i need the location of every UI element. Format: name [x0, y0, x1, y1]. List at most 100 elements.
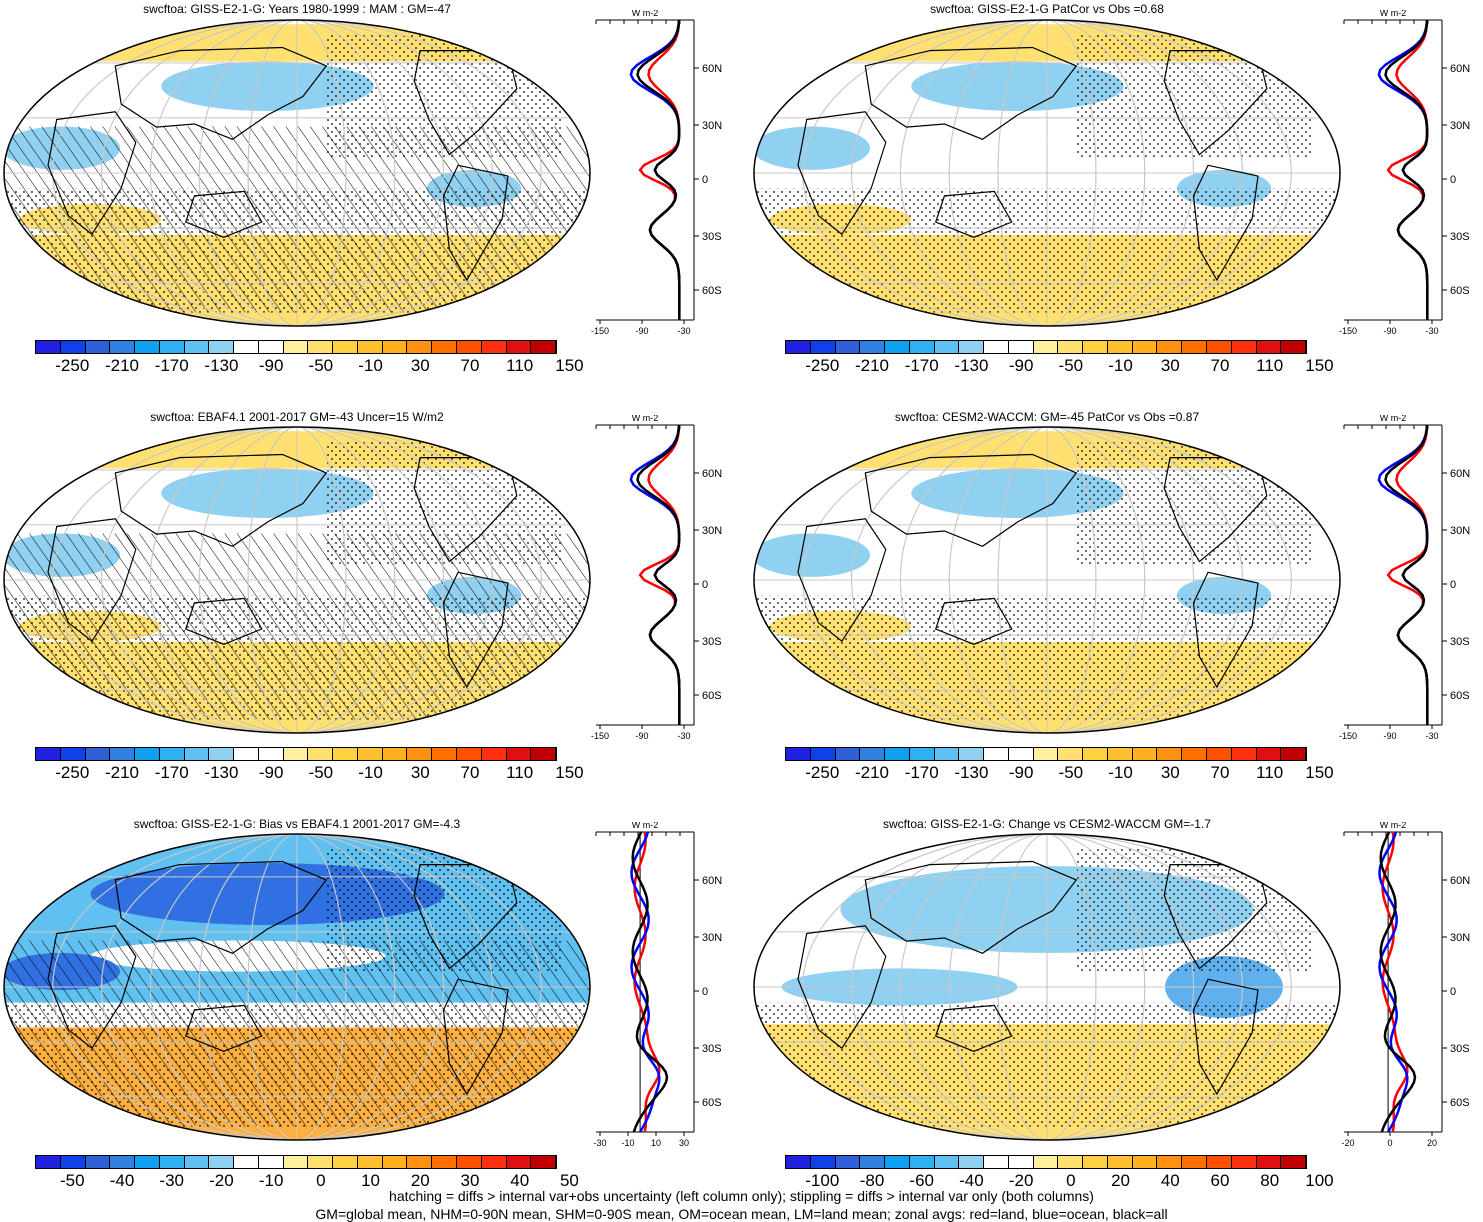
zonal-ytick: 30S	[1450, 636, 1470, 648]
colorbar-cell	[185, 1156, 210, 1168]
colorbar-cell	[860, 748, 885, 760]
colorbar-label: 110	[506, 763, 533, 783]
colorbar-label: 110	[1256, 763, 1283, 783]
colorbar-label: -210	[105, 763, 139, 783]
colorbar-cell	[259, 341, 284, 353]
zonal-ytick: 60N	[1450, 63, 1470, 75]
colorbar-label: 30	[411, 763, 430, 783]
panel-title: swcftoa: CESM2-WACCM: GM=-45 PatCor vs O…	[895, 410, 1199, 424]
zonal-ytick: 0	[702, 174, 708, 186]
colorbar-label: -130	[204, 356, 238, 376]
colorbar-cell	[1232, 341, 1257, 353]
colorbar-label: -170	[905, 356, 939, 376]
colorbar-cell	[185, 748, 210, 760]
colorbar-cell	[457, 341, 482, 353]
colorbar-label: 150	[1305, 356, 1333, 376]
colorbar-cell	[234, 748, 259, 760]
colorbar-cell	[860, 1156, 885, 1168]
colorbar-cell	[935, 341, 960, 353]
colorbar-label: -210	[855, 356, 889, 376]
colorbar-cell	[358, 1156, 383, 1168]
colorbar-cell	[432, 748, 457, 760]
colorbar-cell	[531, 748, 556, 760]
zonal-ytick: 60S	[1450, 1097, 1470, 1109]
colorbar	[785, 747, 1307, 761]
colorbar-cell	[308, 341, 333, 353]
zonal-xtick: -30	[677, 326, 690, 336]
colorbar-label: 70	[461, 763, 480, 783]
zonal-ytick: 60N	[1450, 468, 1470, 480]
colorbar-cell	[135, 748, 160, 760]
colorbar-cell	[407, 1156, 432, 1168]
zonal-all-line	[638, 20, 680, 320]
zonal-xtick: 0	[1387, 1138, 1392, 1148]
colorbar-cell	[1058, 341, 1083, 353]
world-map	[2, 832, 592, 1142]
colorbar-label: -250	[805, 356, 839, 376]
colorbar-label: -210	[855, 763, 889, 783]
colorbar-cell	[786, 341, 811, 353]
zonal-ytick: 0	[702, 579, 708, 591]
colorbar-label: 150	[555, 763, 583, 783]
colorbar-label: -170	[155, 763, 189, 783]
colorbar	[785, 340, 1307, 354]
zonal-ytick: 30S	[702, 636, 722, 648]
colorbar-cell	[259, 748, 284, 760]
zonal-xtick: -30	[1425, 731, 1438, 741]
colorbar-cell	[1281, 748, 1306, 760]
colorbar-cell	[160, 748, 185, 760]
colorbar-cell	[482, 341, 507, 353]
colorbar-cell	[209, 1156, 234, 1168]
colorbar-cell	[86, 1156, 111, 1168]
colorbar-cell	[209, 748, 234, 760]
colorbar-cell	[1133, 341, 1158, 353]
colorbar-cell	[135, 341, 160, 353]
zonal-xtick: -150	[591, 731, 609, 741]
colorbar-cell	[836, 748, 861, 760]
colorbar-cell	[36, 748, 61, 760]
colorbar-cell	[209, 341, 234, 353]
colorbar-cell	[1257, 1156, 1282, 1168]
zonal-land-line	[1388, 425, 1427, 725]
zonal-all-line	[1386, 425, 1428, 725]
colorbar-cell	[36, 341, 61, 353]
colorbar-cell	[234, 1156, 259, 1168]
colorbar-label: 110	[1256, 356, 1283, 376]
zonal-xtick: -90	[635, 326, 648, 336]
colorbar-cell	[811, 1156, 836, 1168]
colorbar-cell	[284, 341, 309, 353]
zonal-xtick: -30	[1425, 326, 1438, 336]
colorbar-label: -90	[259, 356, 284, 376]
colorbar-label: -250	[55, 356, 89, 376]
colorbar-label: -50	[1059, 763, 1084, 783]
zonal-ytick: 60S	[702, 1097, 722, 1109]
zonal-ytick: 30S	[1450, 231, 1470, 243]
colorbar-cell	[935, 748, 960, 760]
colorbar-cell	[1058, 748, 1083, 760]
zonal-all-line	[1381, 832, 1415, 1132]
colorbar-label: -10	[1108, 356, 1133, 376]
zonal-land-line	[1388, 20, 1427, 320]
colorbar-label: 30	[411, 356, 430, 376]
colorbar-cell	[1207, 341, 1232, 353]
colorbar-cell	[110, 1156, 135, 1168]
zonal-units: W m-2	[632, 10, 659, 18]
footer-line-1: hatching = diffs > internal var+obs unce…	[0, 1188, 1483, 1204]
colorbar-cell	[959, 1156, 984, 1168]
zonal-xtick: -20	[1341, 1138, 1354, 1148]
colorbar-cell	[135, 1156, 160, 1168]
panel-title: swcftoa: GISS-E2-1-G: Bias vs EBAF4.1 20…	[134, 817, 460, 831]
zonal-ytick: 60N	[1450, 875, 1470, 887]
zonal-units: W m-2	[1380, 822, 1407, 830]
colorbar-cell	[1182, 1156, 1207, 1168]
colorbar-cell	[1182, 341, 1207, 353]
colorbar-cell	[1083, 748, 1108, 760]
colorbar-cell	[407, 341, 432, 353]
colorbar-label: 70	[1211, 763, 1230, 783]
colorbar-cell	[836, 341, 861, 353]
zonal-ytick: 30N	[1450, 120, 1470, 132]
colorbar-cell	[1207, 748, 1232, 760]
